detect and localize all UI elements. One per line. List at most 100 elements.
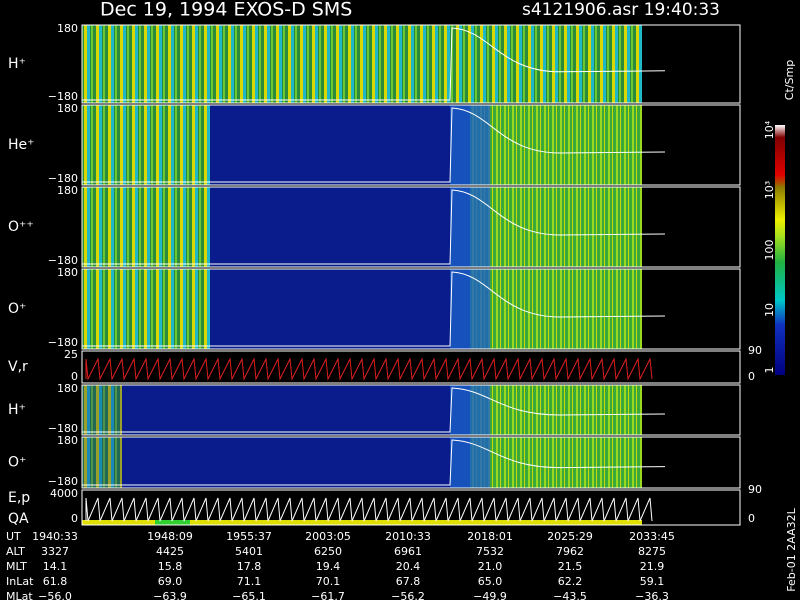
y-tick-label: −180 bbox=[48, 90, 78, 103]
cell: −56.2 bbox=[391, 590, 425, 600]
spectrogram bbox=[470, 269, 642, 349]
cell: 21.0 bbox=[478, 560, 503, 573]
y-tick-label: 0 bbox=[71, 512, 78, 525]
panel-frame bbox=[81, 489, 741, 526]
colorbar-label: 10 bbox=[763, 303, 776, 317]
panel-label: H⁺ bbox=[8, 56, 26, 72]
spectrogram bbox=[450, 105, 490, 185]
spectrogram bbox=[82, 385, 122, 435]
y-tick-label: 180 bbox=[57, 382, 78, 395]
cell: 62.2 bbox=[558, 575, 583, 588]
trace bbox=[82, 27, 666, 101]
cell: 3327 bbox=[41, 545, 69, 558]
cell: 71.1 bbox=[237, 575, 262, 588]
y-tick-label: −180 bbox=[48, 422, 78, 435]
panel-label: V,r bbox=[8, 359, 28, 375]
colorbar-label: 1 bbox=[763, 367, 776, 374]
spectrogram bbox=[82, 269, 210, 349]
row-label: UT bbox=[6, 530, 21, 543]
spectrogram bbox=[450, 385, 490, 435]
y2-tick-label: 90 bbox=[748, 344, 762, 357]
cell: 67.8 bbox=[396, 575, 421, 588]
row-label: MLT bbox=[6, 560, 27, 573]
spectrogram bbox=[470, 437, 642, 488]
cell: 7532 bbox=[476, 545, 504, 558]
file-name: s4121906.asr 19:40:33 bbox=[522, 0, 720, 20]
cell: 2033:45 bbox=[629, 530, 675, 543]
cell: 21.9 bbox=[640, 560, 665, 573]
y2-tick-label: 90 bbox=[748, 483, 762, 496]
trace bbox=[82, 439, 666, 486]
panel-label: O⁺ bbox=[8, 455, 26, 471]
colorbar-label: 10⁴ bbox=[763, 120, 776, 139]
panel-frame bbox=[81, 24, 741, 104]
cell: 5401 bbox=[235, 545, 263, 558]
cell: 1940:33 bbox=[32, 530, 78, 543]
panel-label: O⁺ bbox=[8, 301, 26, 317]
cell: 2025:29 bbox=[547, 530, 593, 543]
colorbar-label: 10³ bbox=[763, 181, 776, 199]
cell: 1948:09 bbox=[147, 530, 193, 543]
colorbar-unit: Ct/Smp bbox=[783, 60, 796, 100]
spectrogram bbox=[470, 187, 642, 267]
cell: −56.0 bbox=[38, 590, 72, 600]
cell: −63.9 bbox=[153, 590, 187, 600]
row-label: InLat bbox=[6, 575, 34, 588]
spectrogram bbox=[82, 187, 210, 267]
y-tick-label: 0 bbox=[71, 370, 78, 383]
cell: 1955:37 bbox=[226, 530, 272, 543]
y-tick-label: −180 bbox=[48, 336, 78, 349]
cell: 8275 bbox=[638, 545, 666, 558]
cell: 6250 bbox=[314, 545, 342, 558]
cell: −65.1 bbox=[232, 590, 266, 600]
colorbar bbox=[775, 125, 785, 375]
y-tick-label: 180 bbox=[57, 184, 78, 197]
spectrogram bbox=[82, 437, 122, 488]
spectrogram bbox=[450, 437, 490, 488]
row-label: ALT bbox=[6, 545, 25, 558]
cell: 21.5 bbox=[558, 560, 583, 573]
cell: −49.9 bbox=[473, 590, 507, 600]
cell: 70.1 bbox=[316, 575, 341, 588]
cell: −61.7 bbox=[311, 590, 345, 600]
spectrogram bbox=[470, 385, 642, 435]
panel-label: QA bbox=[8, 511, 29, 527]
cell: 69.0 bbox=[158, 575, 183, 588]
spectrogram bbox=[82, 105, 210, 185]
y-tick-label: 180 bbox=[57, 22, 78, 35]
spectrogram bbox=[450, 187, 490, 267]
cell: −36.3 bbox=[635, 590, 669, 600]
y2-tick-label: 0 bbox=[748, 370, 755, 383]
y2-tick-label: 0 bbox=[748, 512, 755, 525]
panel-label: O⁺⁺ bbox=[8, 219, 34, 235]
y-tick-label: 25 bbox=[64, 348, 78, 361]
title: Dec 19, 1994 EXOS-D SMS bbox=[100, 0, 352, 21]
panel-frame bbox=[81, 268, 741, 350]
spectrogram bbox=[470, 105, 642, 185]
cell: 14.1 bbox=[43, 560, 68, 573]
panel-label: H⁺ bbox=[8, 402, 26, 418]
qa-bar bbox=[82, 520, 642, 525]
cell: 7962 bbox=[556, 545, 584, 558]
y-tick-label: −180 bbox=[48, 172, 78, 185]
y-tick-label: −180 bbox=[48, 475, 78, 488]
cell: 20.4 bbox=[396, 560, 421, 573]
cell: 61.8 bbox=[43, 575, 68, 588]
y-tick-label: 180 bbox=[57, 102, 78, 115]
qa-bar bbox=[155, 520, 190, 525]
cell: 4425 bbox=[156, 545, 184, 558]
y-tick-label: 180 bbox=[57, 434, 78, 447]
panel-label: E,p bbox=[8, 490, 30, 506]
cell: 19.4 bbox=[316, 560, 341, 573]
trace bbox=[82, 271, 666, 347]
panel-frame bbox=[81, 384, 741, 436]
cell: 2003:05 bbox=[305, 530, 351, 543]
y-tick-label: 180 bbox=[57, 266, 78, 279]
footer: Feb-01 2AA32L bbox=[785, 507, 798, 591]
spectrogram bbox=[82, 25, 642, 103]
cell: 65.0 bbox=[478, 575, 503, 588]
trace bbox=[85, 357, 653, 381]
trace bbox=[82, 189, 666, 265]
cell: 15.8 bbox=[158, 560, 183, 573]
